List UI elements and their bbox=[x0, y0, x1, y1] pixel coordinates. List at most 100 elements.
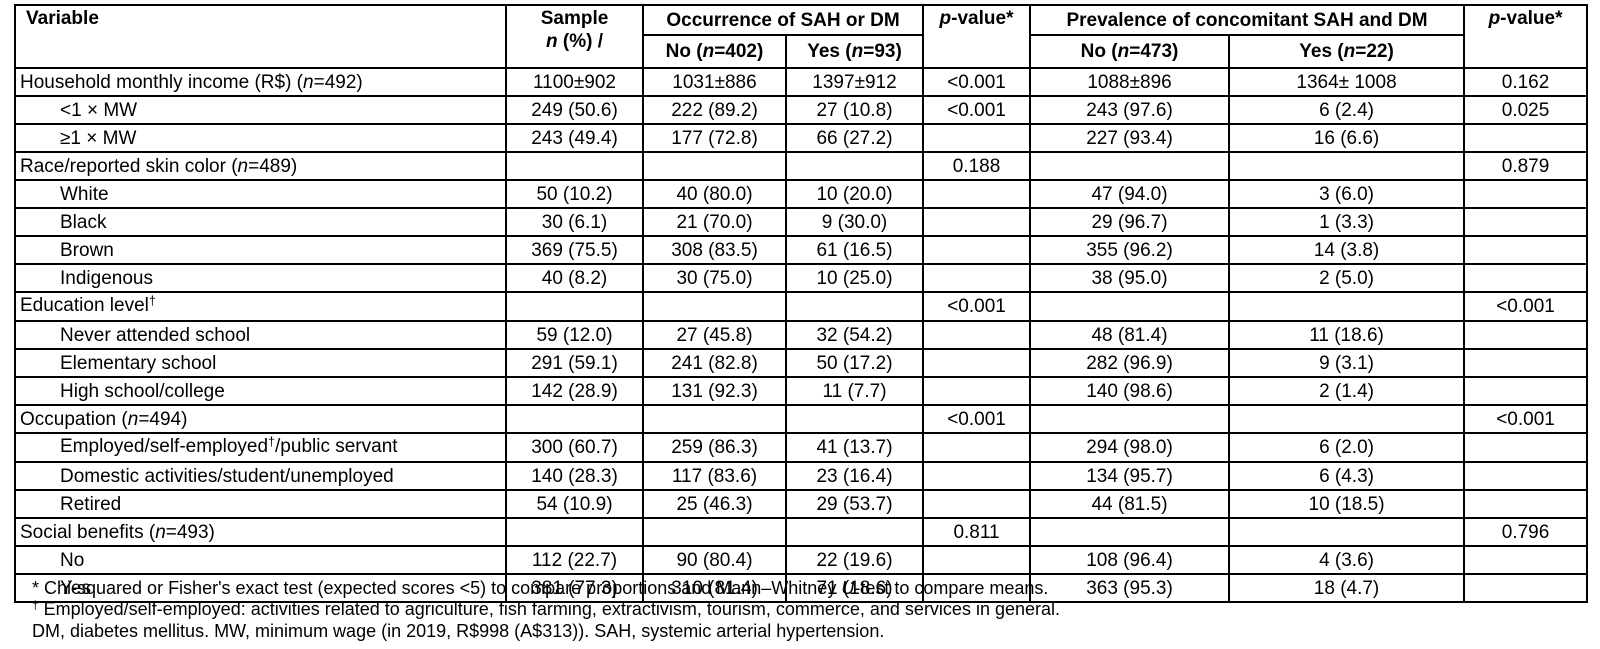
value-cell: 10 (25.0) bbox=[784, 263, 925, 293]
value-cell: 308 (83.5) bbox=[642, 235, 787, 265]
value-cell: 40 (8.2) bbox=[505, 263, 644, 293]
value-cell: 71 (18.6) bbox=[784, 573, 925, 603]
col-subheader-yes-occurrence: Yes (n=93) bbox=[784, 34, 925, 69]
table-row: Domestic activities/student/unemployed 14… bbox=[14, 461, 1589, 491]
value-cell bbox=[1463, 348, 1589, 378]
value-cell: 4 (3.6) bbox=[1228, 545, 1466, 575]
value-cell bbox=[1228, 404, 1466, 434]
variable-cell: Social benefits (n=493) bbox=[14, 517, 507, 547]
variable-cell: Yes bbox=[14, 573, 507, 603]
value-cell: <0.001 bbox=[922, 291, 1032, 322]
value-cell: 1397±912 bbox=[784, 67, 925, 97]
value-cell bbox=[505, 517, 644, 547]
value-cell: 23 (16.4) bbox=[784, 461, 925, 491]
col-subheader-no-occurrence: No (n=402) bbox=[642, 34, 787, 69]
value-cell: 369 (75.5) bbox=[505, 235, 644, 265]
value-cell: 11 (18.6) bbox=[1228, 320, 1466, 350]
value-cell bbox=[1463, 179, 1589, 209]
value-cell: 222 (89.2) bbox=[642, 95, 787, 125]
variable-cell: Retired bbox=[14, 489, 507, 519]
value-cell bbox=[922, 179, 1032, 209]
value-cell bbox=[922, 235, 1032, 265]
value-cell: 108 (96.4) bbox=[1029, 545, 1231, 575]
value-cell: 10 (20.0) bbox=[784, 179, 925, 209]
value-cell bbox=[1029, 151, 1231, 181]
value-cell: 11 (7.7) bbox=[784, 376, 925, 406]
value-cell: 140 (98.6) bbox=[1029, 376, 1231, 406]
stats-table: Variable Sample n (%) / Occurrence of SA… bbox=[14, 4, 1589, 603]
value-cell bbox=[1463, 573, 1589, 603]
value-cell: 355 (96.2) bbox=[1029, 235, 1231, 265]
value-cell: 1031±886 bbox=[642, 67, 787, 97]
value-cell: 29 (96.7) bbox=[1029, 207, 1231, 237]
value-cell bbox=[922, 320, 1032, 350]
value-cell: 0.025 bbox=[1463, 95, 1589, 125]
table-row: Household monthly income (R$) (n=492) 110… bbox=[14, 67, 1589, 97]
value-cell bbox=[784, 151, 925, 181]
value-cell bbox=[784, 404, 925, 434]
variable-cell: Brown bbox=[14, 235, 507, 265]
value-cell: 40 (80.0) bbox=[642, 179, 787, 209]
value-cell: 47 (94.0) bbox=[1029, 179, 1231, 209]
value-cell bbox=[1228, 151, 1466, 181]
value-cell: 61 (16.5) bbox=[784, 235, 925, 265]
table-body: Household monthly income (R$) (n=492) 110… bbox=[14, 67, 1589, 603]
value-cell: 16 (6.6) bbox=[1228, 123, 1466, 153]
value-cell: 381 (77.3) bbox=[505, 573, 644, 603]
variable-cell: Education level† bbox=[14, 291, 507, 322]
value-cell: 59 (12.0) bbox=[505, 320, 644, 350]
variable-cell: Elementary school bbox=[14, 348, 507, 378]
value-cell bbox=[642, 517, 787, 547]
value-cell: 41 (13.7) bbox=[784, 432, 925, 463]
value-cell bbox=[922, 461, 1032, 491]
value-cell bbox=[1029, 517, 1231, 547]
col-subheader-yes-prevalence: Yes (n=22) bbox=[1228, 34, 1466, 69]
table-header: Variable Sample n (%) / Occurrence of SA… bbox=[14, 4, 1589, 69]
table-row: Occupation (n=494) <0.001 <0.001 bbox=[14, 404, 1589, 434]
value-cell bbox=[922, 573, 1032, 603]
col-header-sample: Sample n (%) / bbox=[505, 4, 644, 69]
value-cell: 227 (93.4) bbox=[1029, 123, 1231, 153]
value-cell: 9 (30.0) bbox=[784, 207, 925, 237]
value-cell: 44 (81.5) bbox=[1029, 489, 1231, 519]
value-cell: 177 (72.8) bbox=[642, 123, 787, 153]
value-cell bbox=[922, 348, 1032, 378]
value-cell: 1 (3.3) bbox=[1228, 207, 1466, 237]
footnote-test-methods: * Chi-squared or Fisher's exact test (ex… bbox=[32, 578, 1049, 598]
variable-cell: Household monthly income (R$) (n=492) bbox=[14, 67, 507, 97]
value-cell: 134 (95.7) bbox=[1029, 461, 1231, 491]
value-cell: 54 (10.9) bbox=[505, 489, 644, 519]
variable-cell: Never attended school bbox=[14, 320, 507, 350]
value-cell: 0.796 bbox=[1463, 517, 1589, 547]
variable-cell: ≥1 × MW bbox=[14, 123, 507, 153]
value-cell bbox=[642, 404, 787, 434]
value-cell: 29 (53.7) bbox=[784, 489, 925, 519]
value-cell bbox=[784, 291, 925, 322]
value-cell: 363 (95.3) bbox=[1029, 573, 1231, 603]
table-row: White 50 (10.2) 40 (80.0) 10 (20.0) 47 (94.0… bbox=[14, 179, 1589, 209]
value-cell: 48 (81.4) bbox=[1029, 320, 1231, 350]
value-cell bbox=[1463, 376, 1589, 406]
value-cell: <0.001 bbox=[922, 95, 1032, 125]
col-subheader-no-prevalence: No (n=473) bbox=[1029, 34, 1231, 69]
value-cell: 30 (75.0) bbox=[642, 263, 787, 293]
col-group-occurrence: Occurrence of SAH or DM bbox=[641, 4, 925, 36]
value-cell: 66 (27.2) bbox=[784, 123, 925, 153]
value-cell: 243 (97.6) bbox=[1029, 95, 1231, 125]
value-cell bbox=[922, 432, 1032, 463]
value-cell: 1364± 1008 bbox=[1228, 67, 1466, 97]
variable-cell: White bbox=[14, 179, 507, 209]
value-cell: 18 (4.7) bbox=[1228, 573, 1466, 603]
variable-cell: Occupation (n=494) bbox=[14, 404, 507, 434]
header-row-groups: Variable Sample n (%) / Occurrence of SA… bbox=[14, 4, 1589, 69]
value-cell bbox=[1463, 263, 1589, 293]
value-cell: 1100±902 bbox=[505, 67, 644, 97]
value-cell: 1088±896 bbox=[1029, 67, 1231, 97]
table-row: Yes 381 (77.3) 310 (81.4) 71 (18.6) 363 (95.… bbox=[14, 573, 1589, 603]
value-cell: 0.811 bbox=[922, 517, 1032, 547]
variable-cell: High school/college bbox=[14, 376, 507, 406]
variable-cell: Black bbox=[14, 207, 507, 237]
value-cell bbox=[505, 404, 644, 434]
value-cell: 6 (2.4) bbox=[1228, 95, 1466, 125]
